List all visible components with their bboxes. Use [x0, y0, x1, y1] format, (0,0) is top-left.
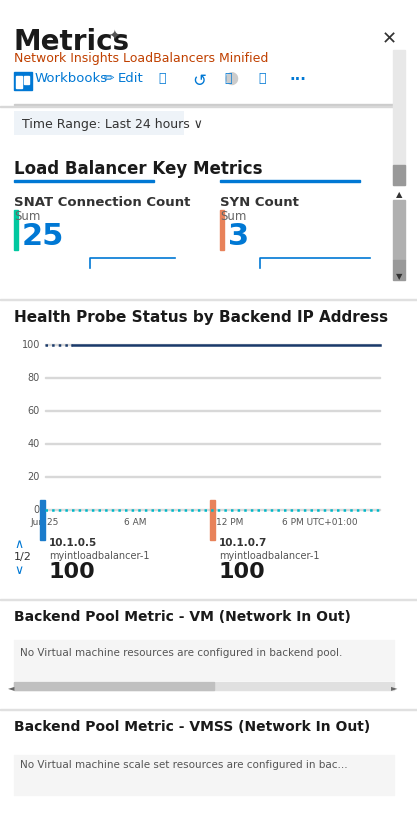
Text: 80: 80 [28, 373, 40, 383]
Text: SYN Count: SYN Count [220, 196, 299, 209]
Text: ∧: ∧ [14, 538, 23, 551]
Text: Jun 25: Jun 25 [31, 518, 59, 527]
Text: myintloadbalancer-1: myintloadbalancer-1 [49, 551, 150, 561]
Text: 1/2: 1/2 [14, 552, 32, 562]
Bar [393, 165, 405, 185]
Bar [16, 76, 22, 88]
Bar [14, 111, 184, 135]
Text: ►: ► [390, 683, 397, 692]
Text: Sum: Sum [220, 210, 246, 223]
Text: Edit: Edit [118, 72, 144, 85]
Text: 100: 100 [22, 340, 40, 350]
Text: ▼: ▼ [396, 272, 402, 281]
Bar [210, 500, 215, 540]
Text: 25: 25 [22, 222, 64, 251]
Bar [14, 640, 394, 680]
Text: No Virtual machine scale set resources are configured in bac...: No Virtual machine scale set resources a… [20, 760, 348, 770]
Text: 💾: 💾 [158, 72, 166, 85]
Text: Sum: Sum [14, 210, 40, 223]
Bar [0, 709, 417, 710]
Text: Health Probe Status by Backend IP Address: Health Probe Status by Backend IP Addres… [14, 310, 388, 325]
Text: 6 AM: 6 AM [124, 518, 147, 527]
Bar [14, 682, 394, 690]
Bar [14, 72, 32, 90]
Text: 10.1.0.7: 10.1.0.7 [219, 538, 267, 548]
Bar [0, 599, 417, 600]
Text: 100: 100 [49, 562, 96, 582]
Text: ◄: ◄ [8, 683, 15, 692]
Text: 3: 3 [228, 222, 249, 251]
Text: ∨: ∨ [14, 564, 23, 577]
Bar [14, 682, 214, 690]
Text: ✏: ✏ [104, 72, 115, 85]
Bar [14, 210, 18, 250]
Bar [40, 500, 45, 540]
Text: 10.1.0.5: 10.1.0.5 [49, 538, 97, 548]
Text: 40: 40 [28, 439, 40, 449]
Text: ↺: ↺ [192, 72, 206, 90]
Text: 6 PM UTC+01:00: 6 PM UTC+01:00 [282, 518, 357, 527]
Text: Load Balancer Key Metrics: Load Balancer Key Metrics [14, 160, 262, 178]
Bar [220, 210, 224, 250]
Text: SNAT Connection Count: SNAT Connection Count [14, 196, 191, 209]
Text: 📌: 📌 [258, 72, 266, 85]
Bar [14, 755, 394, 795]
Text: 12 PM: 12 PM [216, 518, 243, 527]
Text: 20: 20 [28, 472, 40, 482]
Text: ···: ··· [290, 72, 307, 87]
Text: 60: 60 [28, 406, 40, 416]
Text: Time Range: Last 24 hours ∨: Time Range: Last 24 hours ∨ [22, 118, 203, 131]
Bar [24, 76, 29, 84]
Text: ⬤: ⬤ [224, 72, 238, 85]
Text: 100: 100 [219, 562, 266, 582]
Text: myintloadbalancer-1: myintloadbalancer-1 [219, 551, 319, 561]
Bar [393, 260, 405, 280]
Text: 👤: 👤 [224, 72, 231, 85]
Text: ▲: ▲ [396, 190, 402, 199]
Text: ✕: ✕ [382, 30, 397, 48]
Text: Metrics: Metrics [14, 28, 130, 56]
Text: No Virtual machine resources are configured in backend pool.: No Virtual machine resources are configu… [20, 648, 342, 658]
Bar [393, 200, 405, 260]
Text: 0: 0 [34, 505, 40, 515]
Text: Backend Pool Metric - VM (Network In Out): Backend Pool Metric - VM (Network In Out… [14, 610, 351, 624]
Text: Network Insights LoadBalancers Minified: Network Insights LoadBalancers Minified [14, 52, 269, 65]
Bar [14, 180, 154, 182]
Text: ✦: ✦ [108, 30, 120, 44]
Bar [0, 299, 417, 300]
Text: Backend Pool Metric - VMSS (Network In Out): Backend Pool Metric - VMSS (Network In O… [14, 720, 370, 734]
Text: Workbooks: Workbooks [35, 72, 108, 85]
Bar [0, 106, 400, 107]
Bar [220, 180, 360, 182]
Bar [45, 345, 380, 510]
Bar [393, 50, 405, 185]
